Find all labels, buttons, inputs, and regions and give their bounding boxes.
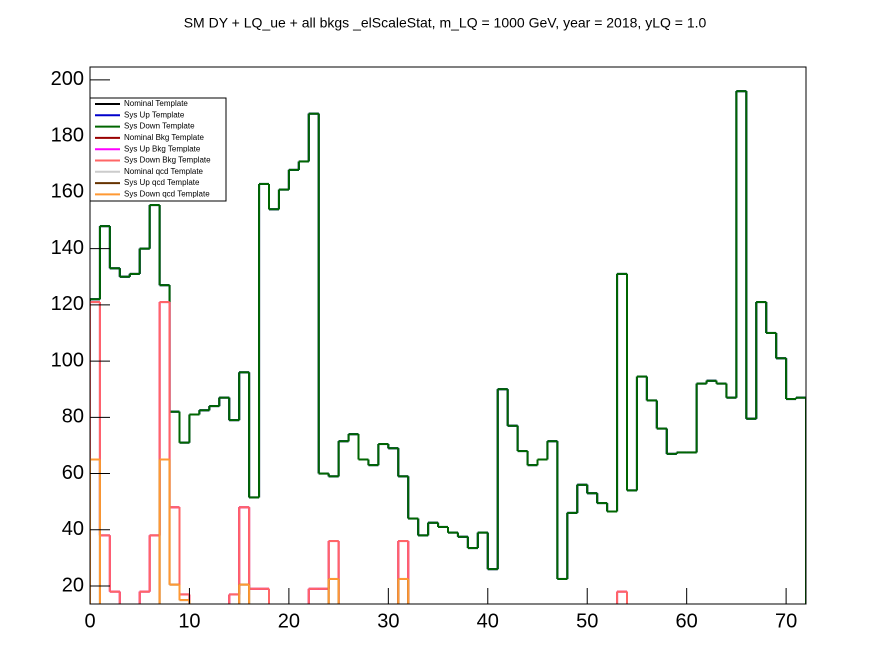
legend-label: Sys Up Template <box>124 110 185 119</box>
y-tick-label: 80 <box>62 406 84 428</box>
chart-title: SM DY + LQ_ue + all bkgs _elScaleStat, m… <box>184 15 707 31</box>
legend-label: Sys Up Bkg Template <box>124 144 201 153</box>
legend: Nominal Template Sys Up Template Sys Down … <box>89 97 227 202</box>
legend-label: Sys Up qcd Template <box>124 178 200 187</box>
frame <box>89 66 807 605</box>
y-tick-label: 120 <box>51 293 84 315</box>
y-tick-label: 160 <box>51 181 84 203</box>
y-tick-label: 60 <box>62 462 84 484</box>
histogram-series <box>90 458 806 604</box>
legend-label: Nominal Template <box>124 99 188 108</box>
y-tick-label: 140 <box>51 237 84 259</box>
x-tick-label: 50 <box>576 610 598 632</box>
plot-area <box>90 90 806 604</box>
y-tick-label: 100 <box>51 349 84 371</box>
x-tick-label: 70 <box>775 610 797 632</box>
legend-label: Nominal Bkg Template <box>124 133 204 142</box>
legend-label: Sys Down qcd Template <box>124 190 210 199</box>
y-tick-label: 200 <box>51 68 84 90</box>
axes: 20 40 60 80 100 120 140 160 180 200 0 10 20 30 40 50 60 7… <box>51 68 798 632</box>
x-tick-label: 30 <box>377 610 399 632</box>
x-tick-label: 0 <box>84 610 95 632</box>
y-tick-label: 180 <box>51 124 84 146</box>
y-tick-label: 40 <box>62 518 84 540</box>
x-tick-label: 20 <box>278 610 300 632</box>
x-tick-label: 10 <box>178 610 200 632</box>
x-tick-label: 40 <box>477 610 499 632</box>
step-connector <box>90 459 806 604</box>
legend-label: Sys Down Bkg Template <box>124 156 211 165</box>
legend-label: Nominal qcd Template <box>124 167 204 176</box>
x-tick-label: 60 <box>676 610 698 632</box>
y-tick-label: 20 <box>62 574 84 596</box>
legend-label: Sys Down Template <box>124 122 195 131</box>
